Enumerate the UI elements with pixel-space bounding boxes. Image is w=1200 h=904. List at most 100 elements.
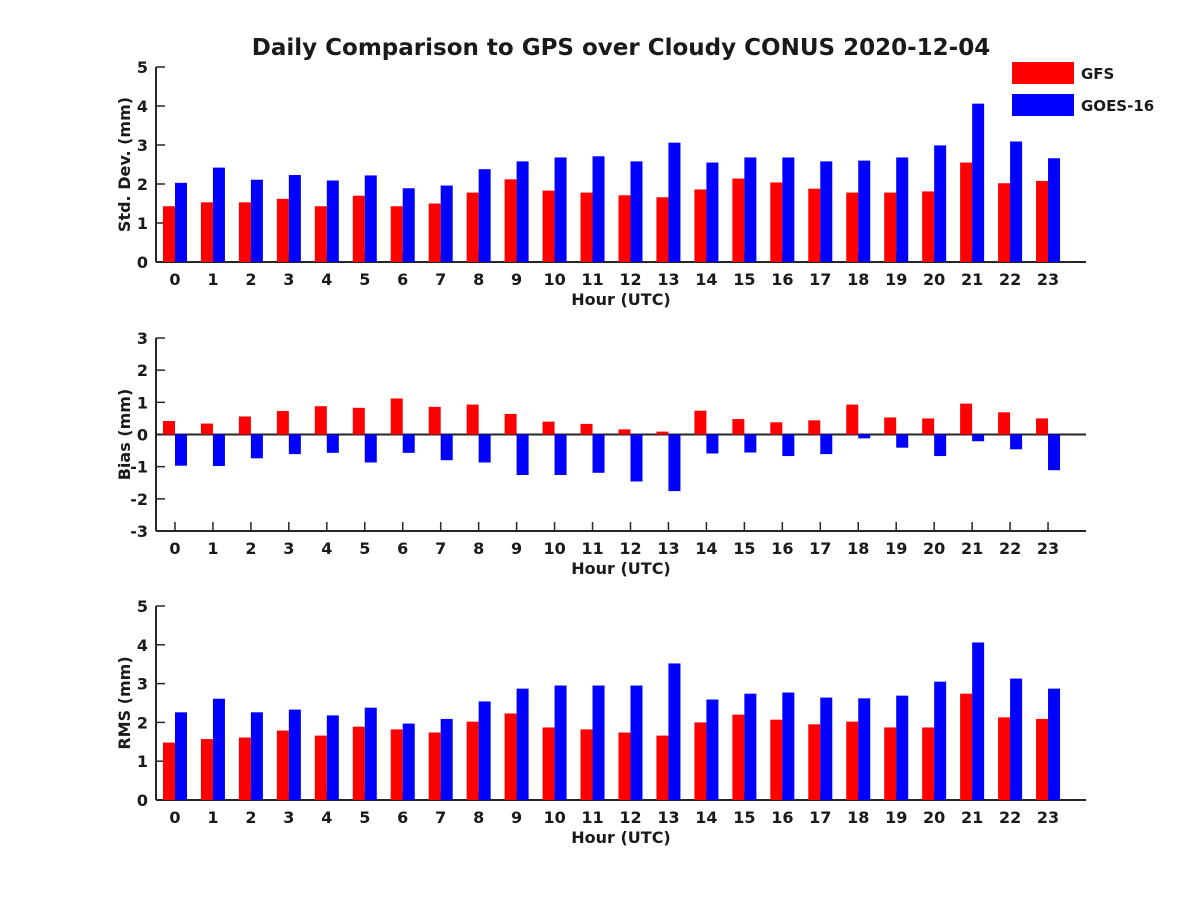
bar-gfs <box>732 714 745 800</box>
y-axis-label: RMS (mm) <box>115 656 134 749</box>
bar-goes16 <box>478 169 491 262</box>
x-axis-label: Hour (UTC) <box>571 828 671 847</box>
bar-gfs <box>200 739 213 800</box>
y-tick-label: 4 <box>137 97 148 116</box>
bar-gfs <box>884 192 897 262</box>
bar-goes16 <box>516 161 529 262</box>
y-tick-label: 3 <box>137 675 148 694</box>
x-tick-label: 0 <box>169 539 180 558</box>
bar-gfs <box>922 191 935 262</box>
bar-gfs <box>390 729 403 800</box>
bar-goes16 <box>592 434 605 473</box>
legend-swatch <box>1012 94 1074 116</box>
y-tick-label: 2 <box>137 361 148 380</box>
bar-gfs <box>390 398 403 435</box>
y-tick-label: 2 <box>137 175 148 194</box>
bar-goes16 <box>364 707 377 800</box>
bar-gfs <box>998 717 1011 800</box>
bar-goes16 <box>402 434 415 453</box>
x-tick-label: 7 <box>435 539 446 558</box>
bar-gfs <box>694 189 707 262</box>
x-tick-label: 12 <box>619 808 641 827</box>
x-tick-label: 5 <box>359 539 370 558</box>
x-tick-label: 5 <box>359 270 370 289</box>
x-tick-label: 1 <box>207 808 218 827</box>
bar-goes16 <box>858 160 871 262</box>
bar-goes16 <box>174 434 187 466</box>
x-tick-label: 20 <box>923 808 945 827</box>
y-tick-label: 2 <box>137 713 148 732</box>
bar-gfs <box>428 203 441 262</box>
bar-goes16 <box>858 434 871 439</box>
bar-gfs <box>466 192 479 262</box>
bar-gfs <box>314 406 327 435</box>
bar-gfs <box>542 190 555 262</box>
x-tick-label: 20 <box>923 270 945 289</box>
bar-gfs <box>314 735 327 800</box>
y-tick-label: -3 <box>130 522 148 541</box>
x-axis-label: Hour (UTC) <box>571 559 671 578</box>
bar-goes16 <box>1010 434 1023 450</box>
x-tick-label: 15 <box>733 808 755 827</box>
x-tick-label: 9 <box>511 270 522 289</box>
bar-goes16 <box>820 697 833 800</box>
bar-goes16 <box>364 434 377 463</box>
x-tick-label: 23 <box>1037 539 1059 558</box>
bar-goes16 <box>1010 141 1023 262</box>
bar-goes16 <box>1048 158 1061 262</box>
bar-goes16 <box>212 698 225 800</box>
bar-goes16 <box>478 434 491 463</box>
bar-gfs <box>960 693 973 800</box>
bar-gfs <box>276 730 289 800</box>
bar-gfs <box>618 429 631 435</box>
bar-goes16 <box>1010 678 1023 800</box>
x-tick-label: 13 <box>657 539 679 558</box>
bar-goes16 <box>250 434 263 459</box>
x-tick-label: 16 <box>771 808 793 827</box>
bar-gfs <box>960 403 973 435</box>
bar-goes16 <box>782 692 795 800</box>
bar-gfs <box>770 719 783 800</box>
x-tick-label: 23 <box>1037 808 1059 827</box>
bar-gfs <box>922 727 935 800</box>
bar-gfs <box>162 742 175 800</box>
bar-goes16 <box>744 157 757 262</box>
x-tick-label: 2 <box>245 270 256 289</box>
bar-gfs <box>352 726 365 800</box>
bar-goes16 <box>1048 434 1061 471</box>
bar-goes16 <box>744 693 757 800</box>
x-tick-label: 6 <box>397 539 408 558</box>
bar-goes16 <box>782 434 795 457</box>
x-tick-label: 3 <box>283 270 294 289</box>
bar-goes16 <box>174 712 187 800</box>
bar-goes16 <box>1048 688 1061 800</box>
y-tick-label: -2 <box>130 490 148 509</box>
bar-goes16 <box>896 434 909 448</box>
bar-goes16 <box>630 434 643 482</box>
bar-gfs <box>466 721 479 800</box>
x-tick-label: 21 <box>961 270 983 289</box>
y-tick-label: 5 <box>137 597 148 616</box>
bar-gfs <box>770 422 783 435</box>
bar-goes16 <box>934 434 947 457</box>
x-tick-label: 2 <box>245 808 256 827</box>
bar-goes16 <box>326 180 339 262</box>
y-axis-label: Bias (mm) <box>115 389 134 481</box>
bar-gfs <box>580 729 593 800</box>
x-tick-label: 17 <box>809 270 831 289</box>
bar-goes16 <box>288 709 301 800</box>
bar-gfs <box>884 727 897 800</box>
bar-gfs <box>428 406 441 435</box>
bar-goes16 <box>972 642 985 800</box>
bar-goes16 <box>402 188 415 262</box>
bar-goes16 <box>174 182 187 262</box>
bar-gfs <box>276 198 289 262</box>
y-tick-label: 0 <box>137 426 148 445</box>
x-tick-label: 3 <box>283 539 294 558</box>
bar-goes16 <box>706 162 719 262</box>
y-tick-label: 1 <box>137 393 148 412</box>
bar-goes16 <box>554 434 567 476</box>
